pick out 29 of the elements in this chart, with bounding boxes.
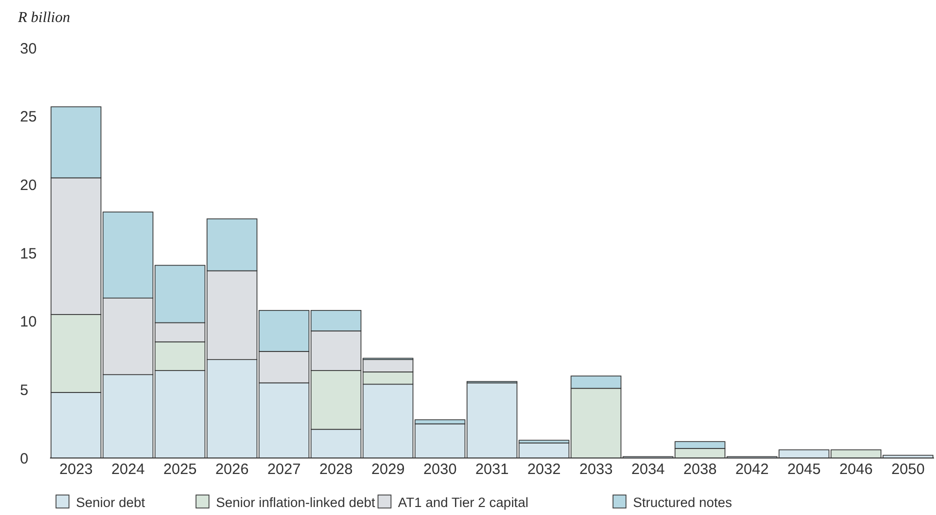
- x-tick-label: 2034: [631, 461, 665, 478]
- y-tick-label: 30: [20, 40, 37, 58]
- y-tick-label: 25: [20, 108, 37, 126]
- x-tick-label: 2026: [215, 461, 249, 478]
- x-tick-label: 2027: [267, 461, 301, 478]
- x-tick-label: 2046: [839, 461, 873, 478]
- x-tick-label: 2030: [423, 461, 457, 478]
- x-tick-label: 2023: [59, 461, 93, 478]
- x-tick-label: 2032: [527, 461, 561, 478]
- x-tick-label: 2038: [683, 461, 717, 478]
- legend-label: Senior inflation-linked debt: [216, 495, 376, 510]
- x-tick-label: 2025: [163, 461, 197, 478]
- y-tick-label: 10: [20, 314, 37, 331]
- y-axis-title: R billion: [17, 10, 70, 26]
- x-tick-label: 2045: [787, 461, 821, 478]
- x-tick-label: 2033: [579, 461, 613, 478]
- x-tick-label: 2031: [475, 461, 509, 478]
- x-tick-label: 2029: [371, 461, 405, 478]
- x-tick-label: 2028: [319, 461, 353, 478]
- y-tick-label: 0: [20, 450, 28, 468]
- y-tick-label: 5: [20, 382, 28, 399]
- legend-label: AT1 and Tier 2 capital: [398, 495, 528, 510]
- x-tick-label: 2024: [111, 461, 145, 478]
- x-tick-label: 2050: [891, 461, 925, 478]
- legend-label: Senior debt: [76, 495, 146, 510]
- y-tick-label: 15: [20, 245, 37, 262]
- legend-label: Structured notes: [633, 495, 732, 510]
- x-tick-label: 2042: [735, 461, 769, 478]
- y-tick-label: 20: [20, 176, 37, 194]
